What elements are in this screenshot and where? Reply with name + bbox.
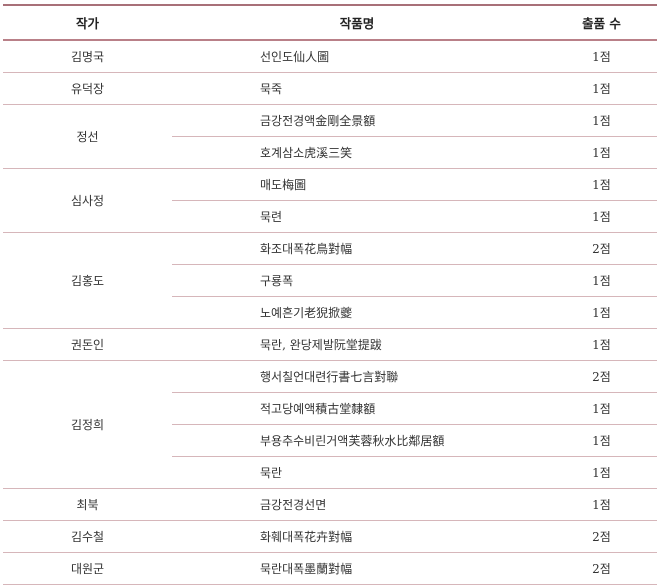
- table-row: 김홍도 화조대폭花鳥對幅 2점: [3, 232, 657, 329]
- title-cell: 적고당예액積古堂隸額: [172, 392, 543, 425]
- title-cell: 선인도仙人圖: [172, 40, 543, 73]
- table-row: 김수철 화훼대폭花卉對幅 2점: [3, 520, 657, 553]
- exhibit-table: 작가 작품명 출품 수 김명국 선인도仙人圖 1점 유덕장 묵죽 1점 정선 금강전경액金剛全…: [3, 4, 657, 585]
- table-row: 김정희 행서칠언대련行書七言對聯 2점: [3, 360, 657, 489]
- title-cell: 묵란: [172, 456, 543, 489]
- header-count: 출품 수: [543, 4, 657, 41]
- count-cell: 1점: [543, 424, 657, 457]
- table-row: 묵란 1점: [3, 456, 657, 489]
- table-row: 최북 금강전경선면 1점: [3, 488, 657, 521]
- title-cell: 화조대폭花鳥對幅: [172, 232, 543, 265]
- count-cell: 1점: [543, 104, 657, 137]
- artist-cell: 심사정: [3, 168, 172, 233]
- title-cell: 매도梅圖: [172, 168, 543, 201]
- title-cell: 금강전경선면: [172, 488, 543, 521]
- table-row: 정선 금강전경액金剛全景額 1점: [3, 104, 657, 169]
- table-row: 유덕장 묵죽 1점: [3, 72, 657, 105]
- table-row: 심사정 매도梅圖 1점: [3, 168, 657, 233]
- count-cell: 1점: [543, 136, 657, 169]
- count-cell: 1점: [543, 488, 657, 521]
- header-row: 작가 작품명 출품 수: [3, 4, 657, 41]
- count-cell: 1점: [543, 40, 657, 73]
- count-cell: 2점: [543, 360, 657, 393]
- table-row: 호계삼소虎溪三笑 1점: [3, 136, 657, 169]
- table-row: 권돈인 묵란, 완당제발阮堂提跋 1점: [3, 328, 657, 361]
- title-cell: 노예흔기老猊掀夔: [172, 296, 543, 329]
- count-cell: 1점: [543, 168, 657, 201]
- table-row: 부용추수비린거액芙蓉秋水比鄰居額 1점: [3, 424, 657, 457]
- title-cell: 묵란대폭墨蘭對幅: [172, 552, 543, 585]
- artist-cell: 정선: [3, 104, 172, 169]
- count-cell: 1점: [543, 392, 657, 425]
- header-title: 작품명: [172, 4, 543, 41]
- count-cell: 1점: [543, 456, 657, 489]
- count-cell: 1점: [543, 328, 657, 361]
- artist-cell: 최북: [3, 488, 172, 521]
- title-cell: 묵죽: [172, 72, 543, 105]
- count-cell: 2점: [543, 520, 657, 553]
- table-row: 구룡폭 1점: [3, 264, 657, 297]
- table-row: 적고당예액積古堂隸額 1점: [3, 392, 657, 425]
- artist-cell: 김홍도: [3, 232, 172, 329]
- table-row: 노예흔기老猊掀夔 1점: [3, 296, 657, 329]
- table-row: 묵련 1점: [3, 200, 657, 233]
- title-cell: 호계삼소虎溪三笑: [172, 136, 543, 169]
- table-row: 대원군 묵란대폭墨蘭對幅 2점: [3, 552, 657, 585]
- count-cell: 2점: [543, 232, 657, 265]
- title-cell: 묵란, 완당제발阮堂提跋: [172, 328, 543, 361]
- artist-cell: 김정희: [3, 360, 172, 489]
- title-cell: 묵련: [172, 200, 543, 233]
- artist-cell: 권돈인: [3, 328, 172, 361]
- count-cell: 2점: [543, 552, 657, 585]
- artist-cell: 유덕장: [3, 72, 172, 105]
- count-cell: 1점: [543, 264, 657, 297]
- header-artist: 작가: [3, 4, 172, 41]
- title-cell: 부용추수비린거액芙蓉秋水比鄰居額: [172, 424, 543, 457]
- artist-cell: 김명국: [3, 40, 172, 73]
- title-cell: 행서칠언대련行書七言對聯: [172, 360, 543, 393]
- artist-cell: 대원군: [3, 552, 172, 585]
- table-row: 김명국 선인도仙人圖 1점: [3, 40, 657, 73]
- count-cell: 1점: [543, 296, 657, 329]
- count-cell: 1점: [543, 72, 657, 105]
- count-cell: 1점: [543, 200, 657, 233]
- title-cell: 구룡폭: [172, 264, 543, 297]
- artist-cell: 김수철: [3, 520, 172, 553]
- title-cell: 화훼대폭花卉對幅: [172, 520, 543, 553]
- title-cell: 금강전경액金剛全景額: [172, 104, 543, 137]
